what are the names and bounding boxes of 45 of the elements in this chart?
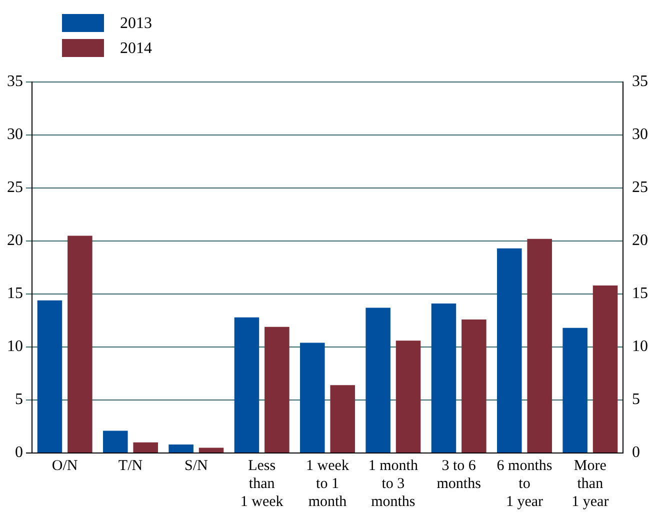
y-tick-label: 5	[15, 391, 23, 408]
x-tick-label: S/N	[184, 458, 208, 474]
bar	[592, 286, 618, 452]
y2-tick-label: 20	[632, 232, 648, 250]
bar	[133, 442, 158, 452]
bar	[330, 385, 355, 452]
y2-tick-label: 25	[632, 179, 648, 196]
bar	[264, 326, 290, 452]
y-tick-label: 25	[7, 179, 23, 196]
x-tick-label: 1 month to 3 months	[368, 458, 418, 510]
x-tick-label: O/N	[52, 458, 78, 474]
bar	[497, 248, 522, 452]
legend-label: 2013	[120, 15, 152, 32]
bar	[527, 238, 552, 452]
bar	[562, 328, 588, 452]
y-tick-label: 15	[7, 285, 23, 302]
bar	[103, 430, 128, 452]
y2-tick-label: 30	[632, 126, 648, 144]
y-tick-label: 35	[7, 73, 23, 90]
bar	[168, 444, 194, 452]
x-tick-label: 1 week to 1 month	[306, 458, 350, 510]
bar	[300, 342, 325, 452]
bar	[198, 448, 224, 452]
bar	[431, 304, 456, 452]
bar	[37, 300, 62, 452]
legend-label: 2014	[120, 40, 152, 58]
y2-tick-label: 0	[632, 444, 640, 462]
bar	[68, 236, 92, 452]
y2-tick-label: 5	[632, 391, 640, 408]
bar	[234, 317, 260, 452]
x-tick-label: 3 to 6 months	[436, 458, 482, 492]
x-tick-label: T/N	[118, 458, 143, 474]
x-tick-label: 6 months to 1 year	[496, 458, 552, 510]
bar	[366, 308, 390, 452]
y-tick-label: 0	[15, 444, 23, 462]
y2-tick-label: 35	[632, 73, 648, 90]
y2-tick-label: 15	[632, 285, 648, 302]
bar	[462, 319, 486, 452]
y-tick-label: 20	[7, 232, 23, 250]
x-tick-label: More than 1 year	[572, 458, 609, 510]
x-tick-label: Less than 1 week	[240, 458, 284, 510]
y-tick-label: 10	[7, 338, 23, 356]
y2-tick-label: 10	[632, 338, 648, 356]
bar	[396, 340, 421, 452]
y-tick-label: 30	[7, 126, 23, 144]
